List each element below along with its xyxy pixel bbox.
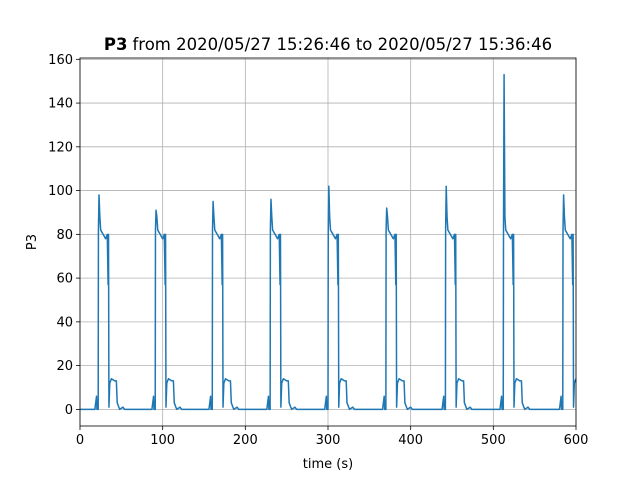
y-axis-label: P3 [25, 234, 40, 250]
y-tick-label: 120 [48, 140, 73, 155]
chart-title: P3 from 2020/05/27 15:26:46 to 2020/05/27… [104, 35, 552, 54]
title-range: from 2020/05/27 15:26:46 to 2020/05/27 1… [132, 35, 552, 54]
x-tick-label: 400 [398, 433, 423, 448]
x-tick-label: 300 [316, 433, 341, 448]
y-tick-label: 0 [65, 403, 73, 418]
x-axis-label: time (s) [303, 457, 353, 472]
y-tick-label: 160 [48, 53, 73, 68]
y-tick-label: 40 [56, 315, 73, 330]
x-tick-label: 600 [564, 433, 589, 448]
x-tick-label: 500 [481, 433, 506, 448]
y-tick-label: 80 [56, 228, 73, 243]
title-name: P3 [104, 35, 128, 54]
data-line [80, 73, 577, 411]
y-tick-label: 20 [56, 359, 73, 374]
y-tick-label: 60 [56, 272, 73, 287]
y-tick-label: 140 [48, 97, 73, 112]
axes-frame [79, 57, 577, 427]
x-tick-label: 200 [233, 433, 258, 448]
x-tick-label: 100 [150, 433, 175, 448]
x-tick-label: 0 [76, 433, 84, 448]
y-tick-label: 100 [48, 184, 73, 199]
